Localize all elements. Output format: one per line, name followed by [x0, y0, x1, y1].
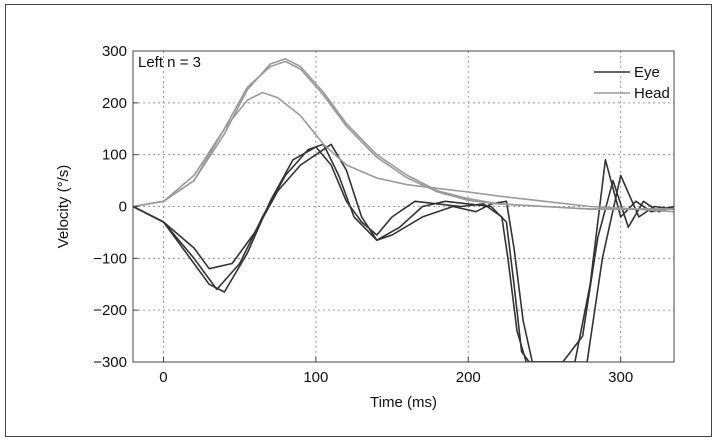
x-tick-label: 0: [159, 369, 167, 386]
y-tick-label: −300: [93, 354, 127, 371]
legend: Eye Head: [594, 64, 670, 102]
y-tick-label: 200: [102, 95, 127, 112]
plot-lines: [133, 58, 674, 362]
series-line-eye: [133, 143, 674, 362]
legend-head-label: Head: [634, 85, 670, 102]
y-tick-label: 300: [102, 43, 127, 60]
series-line-head: [133, 58, 674, 210]
y-axis-label: Velocity (°/s): [55, 165, 72, 249]
series-line-eye: [133, 143, 674, 362]
series-line-head: [133, 60, 674, 210]
x-tick-label: 100: [303, 369, 328, 386]
legend-eye-label: Eye: [634, 64, 660, 81]
series-line-eye: [133, 146, 674, 362]
y-tick-label: 0: [119, 199, 127, 216]
ticks: 0 100 200 300 −300 −200 −100 0 100 200 300: [93, 43, 633, 386]
series-line-head: [133, 91, 674, 213]
y-tick-label: −100: [93, 250, 127, 267]
chart-annotation: Left n = 3: [138, 54, 201, 71]
x-tick-label: 300: [608, 369, 633, 386]
x-tick-label: 200: [456, 369, 481, 386]
x-axis-label: Time (ms): [370, 394, 437, 411]
y-tick-label: 100: [102, 147, 127, 164]
y-tick-label: −200: [93, 302, 127, 319]
